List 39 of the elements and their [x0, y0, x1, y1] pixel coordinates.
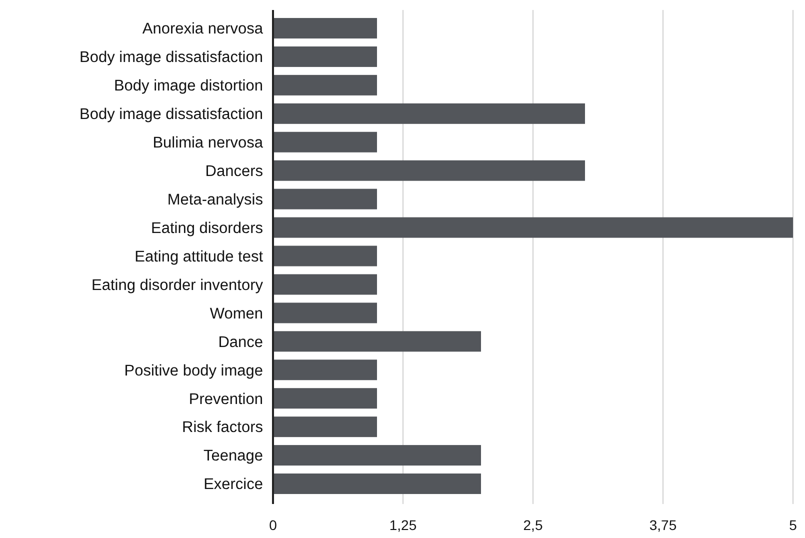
x-tick-label: 0	[269, 517, 278, 533]
bar	[273, 74, 377, 96]
y-tick-label: Eating disorder inventory	[92, 276, 264, 294]
x-tick-label: 2,5	[523, 517, 543, 533]
bar	[273, 188, 377, 210]
bar	[273, 302, 377, 324]
y-tick-label: Meta-analysis	[167, 191, 264, 208]
bar	[273, 445, 481, 466]
y-tick-label: Teenage	[204, 448, 263, 465]
y-tick-label: Body image dissatisfaction	[79, 106, 263, 124]
x-tick-label: 5	[789, 517, 798, 533]
y-tick-label: Dancers	[205, 163, 264, 180]
bar	[273, 388, 377, 409]
y-tick-label: Exercice	[204, 476, 263, 494]
y-tick-label: Dance	[218, 334, 263, 351]
bar	[273, 160, 585, 181]
bar	[273, 46, 377, 67]
x-tick-label: 1,25	[389, 517, 417, 533]
bar	[273, 246, 377, 266]
bar	[273, 132, 377, 152]
y-tick-label: Prevention	[188, 390, 263, 408]
bar	[273, 274, 377, 295]
y-tick-label: Risk factors	[182, 419, 264, 436]
y-tick-label: Eating attitude test	[134, 248, 264, 266]
bar	[273, 331, 481, 352]
bar	[273, 217, 793, 238]
y-tick-label: Body image distortion	[114, 78, 263, 95]
y-tick-label: Bulimia nervosa	[152, 134, 264, 152]
bar	[273, 474, 481, 494]
bar	[273, 103, 585, 124]
y-tick-label: Women	[210, 305, 263, 322]
y-tick-label: Eating disorders	[150, 220, 264, 237]
x-tick-label: 3,75	[649, 517, 677, 533]
bar	[273, 416, 377, 438]
y-tick-label: Positive body image	[124, 362, 263, 380]
y-tick-label: Body image dissatisfaction	[79, 49, 263, 66]
bar	[273, 360, 377, 380]
bar	[273, 18, 377, 38]
y-tick-label: Anorexia nervosa	[142, 20, 264, 38]
